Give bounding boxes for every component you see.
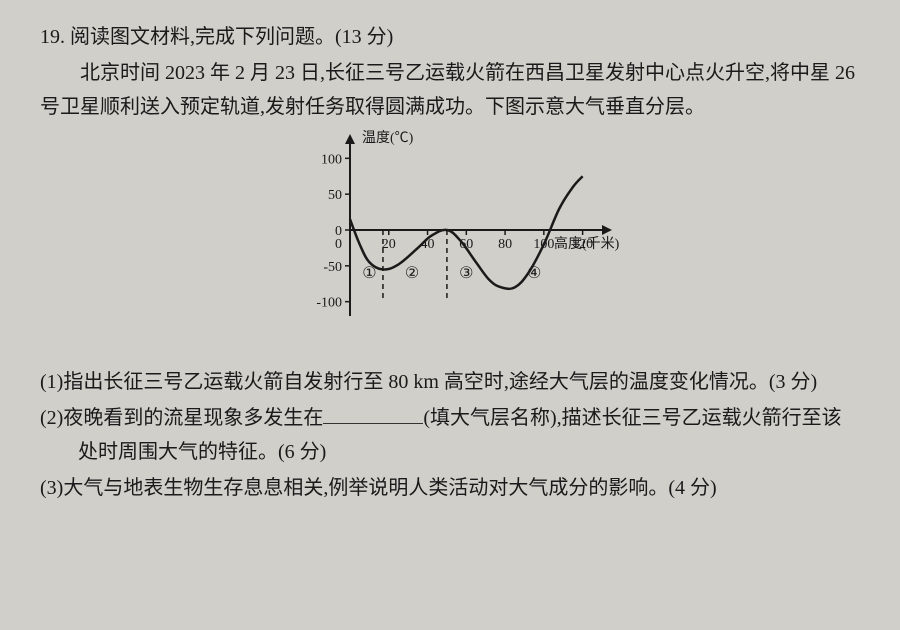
svg-text:温度(℃): 温度(℃) bbox=[362, 130, 414, 146]
svg-text:80: 80 bbox=[498, 237, 512, 252]
question-number: 19. bbox=[40, 26, 65, 48]
svg-text:100: 100 bbox=[321, 152, 342, 167]
svg-text:20: 20 bbox=[382, 237, 396, 252]
svg-text:-50: -50 bbox=[323, 260, 342, 275]
atmosphere-chart: -100-50050100020406080100120①②③④温度(℃)高度(… bbox=[280, 126, 620, 346]
svg-text:④: ④ bbox=[527, 265, 541, 282]
svg-text:②: ② bbox=[405, 265, 419, 282]
chart-container: -100-50050100020406080100120①②③④温度(℃)高度(… bbox=[40, 126, 860, 357]
sub2-text-a: (2)夜晚看到的流星现象多发生在 bbox=[40, 407, 323, 429]
svg-text:高度(千米): 高度(千米) bbox=[554, 235, 620, 252]
svg-text:③: ③ bbox=[459, 265, 473, 282]
svg-text:50: 50 bbox=[328, 188, 342, 203]
blank-fill bbox=[323, 402, 423, 424]
svg-text:0: 0 bbox=[335, 237, 342, 252]
svg-text:-100: -100 bbox=[316, 296, 342, 311]
subquestion-2: (2)夜晚看到的流星现象多发生在(填大气层名称),描述长征三号乙运载火箭行至该处… bbox=[40, 401, 860, 469]
subquestion-1: (1)指出长征三号乙运载火箭自发射行至 80 km 高空时,途经大气层的温度变化… bbox=[40, 365, 860, 399]
subquestion-3: (3)大气与地表生物生存息息相关,例举说明人类活动对大气成分的影响。(4 分) bbox=[40, 471, 860, 505]
question-title: 阅读图文材料,完成下列问题。(13 分) bbox=[70, 26, 393, 48]
question-header: 19. 阅读图文材料,完成下列问题。(13 分) bbox=[40, 20, 860, 54]
passage: 北京时间 2023 年 2 月 23 日,长征三号乙运载火箭在西昌卫星发射中心点… bbox=[40, 56, 860, 124]
svg-text:①: ① bbox=[362, 265, 376, 282]
